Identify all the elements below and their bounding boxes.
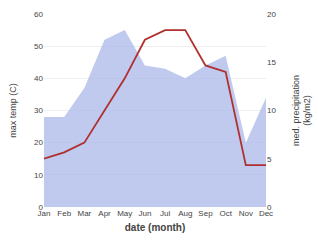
svg-text:date (month): date (month) (125, 222, 186, 233)
svg-text:0: 0 (39, 203, 44, 212)
svg-text:10: 10 (34, 171, 43, 180)
svg-text:Oct: Oct (219, 209, 232, 218)
svg-text:15: 15 (267, 58, 276, 67)
svg-text:May: May (117, 209, 132, 218)
svg-text:Mar: Mar (77, 209, 91, 218)
svg-text:Nov: Nov (239, 209, 253, 218)
svg-text:Aug: Aug (178, 209, 192, 218)
svg-text:Jun: Jun (138, 209, 151, 218)
svg-text:med. precipitation(kg/m2): med. precipitation(kg/m2) (291, 75, 313, 146)
svg-text:max temp (C): max temp (C) (8, 83, 18, 138)
svg-text:10: 10 (267, 106, 276, 115)
svg-text:50: 50 (34, 42, 43, 51)
svg-text:60: 60 (34, 10, 43, 19)
svg-text:Apr: Apr (98, 209, 111, 218)
svg-text:5: 5 (267, 155, 272, 164)
svg-text:Jan: Jan (38, 209, 51, 218)
svg-text:Sep: Sep (198, 209, 213, 218)
svg-text:0: 0 (267, 203, 272, 212)
svg-text:20: 20 (34, 138, 43, 147)
svg-text:40: 40 (34, 74, 43, 83)
svg-text:Dec: Dec (259, 209, 273, 218)
svg-text:30: 30 (34, 106, 43, 115)
svg-text:Jul: Jul (160, 209, 170, 218)
svg-text:Feb: Feb (57, 209, 71, 218)
svg-text:20: 20 (267, 10, 276, 19)
